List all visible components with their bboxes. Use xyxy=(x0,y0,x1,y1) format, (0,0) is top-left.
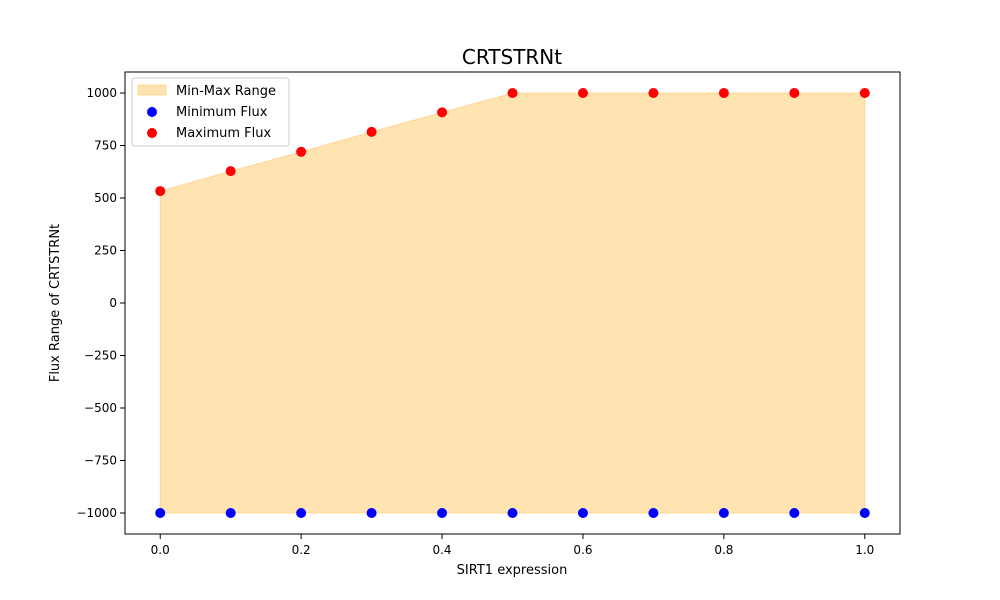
x-axis: 0.0 0.2 0.4 0.6 0.8 1.0 xyxy=(151,534,874,557)
min-flux-point xyxy=(648,508,659,518)
y-tick-label: −750 xyxy=(84,454,117,468)
max-flux-point xyxy=(718,88,729,98)
min-flux-point xyxy=(789,508,800,518)
legend-box xyxy=(131,77,290,147)
min-flux-point xyxy=(225,508,236,518)
min-flux-point xyxy=(437,508,448,518)
x-tick-label: 0.8 xyxy=(714,543,733,557)
y-axis-label: Flux Range of CRTSTRNt xyxy=(48,224,63,382)
y-tick-label: 750 xyxy=(94,139,117,153)
y-tick-label: −250 xyxy=(84,349,117,363)
max-flux-point xyxy=(155,186,166,197)
points-layer xyxy=(155,88,870,518)
max-flux-point xyxy=(648,88,659,98)
min-flux-point xyxy=(507,508,518,518)
min-flux-point xyxy=(577,508,588,518)
legend-marker-max xyxy=(147,128,157,138)
x-tick-label: 0.2 xyxy=(292,543,311,557)
x-tick-label: 1.0 xyxy=(855,543,874,557)
x-tick-label: 0.6 xyxy=(573,543,592,557)
max-flux-point xyxy=(225,166,236,177)
y-tick-label: 1000 xyxy=(86,86,117,100)
max-flux-point xyxy=(366,126,377,137)
min-flux-point xyxy=(296,508,307,518)
y-tick-label: 250 xyxy=(94,244,117,258)
x-tick-label: 0.0 xyxy=(151,543,170,557)
legend-label-min: Minimum Flux xyxy=(176,105,268,120)
legend-label-range: Min-Max Range xyxy=(176,84,276,99)
legend-label-max: Maximum Flux xyxy=(176,126,272,141)
range-fill xyxy=(159,92,866,514)
x-tick-label: 0.4 xyxy=(432,543,451,557)
legend-marker-min xyxy=(147,107,157,117)
y-tick-label: 500 xyxy=(94,191,117,205)
min-flux-point xyxy=(366,508,377,518)
min-flux-point xyxy=(155,508,166,518)
y-axis: −1000 −750 −500 −250 0 250 500 750 1000 xyxy=(76,86,125,520)
min-flux-point xyxy=(859,508,870,518)
min-flux-point xyxy=(718,508,729,518)
x-axis-label: SIRT1 expression xyxy=(457,563,568,578)
fill-layer xyxy=(159,92,866,514)
max-flux-point xyxy=(296,146,307,157)
y-tick-label: −1000 xyxy=(76,506,117,520)
chart-title: CRTSTRNt xyxy=(462,45,562,69)
max-flux-point xyxy=(507,88,518,98)
max-flux-point xyxy=(789,88,800,98)
max-flux-point xyxy=(577,88,588,98)
legend: Min-Max Range Minimum Flux Maximum Flux xyxy=(131,77,290,147)
y-tick-label: 0 xyxy=(109,296,117,310)
y-tick-label: −500 xyxy=(84,401,117,415)
max-flux-point xyxy=(437,107,448,118)
max-flux-point xyxy=(859,88,870,98)
legend-swatch-range xyxy=(137,84,167,96)
